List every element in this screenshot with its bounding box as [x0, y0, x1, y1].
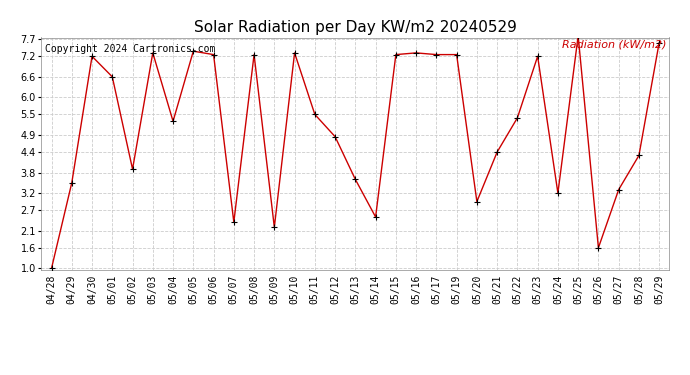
Title: Solar Radiation per Day KW/m2 20240529: Solar Radiation per Day KW/m2 20240529: [194, 20, 517, 35]
Text: Copyright 2024 Cartronics.com: Copyright 2024 Cartronics.com: [45, 45, 215, 54]
Text: Radiation (kW/m2): Radiation (kW/m2): [562, 40, 666, 50]
